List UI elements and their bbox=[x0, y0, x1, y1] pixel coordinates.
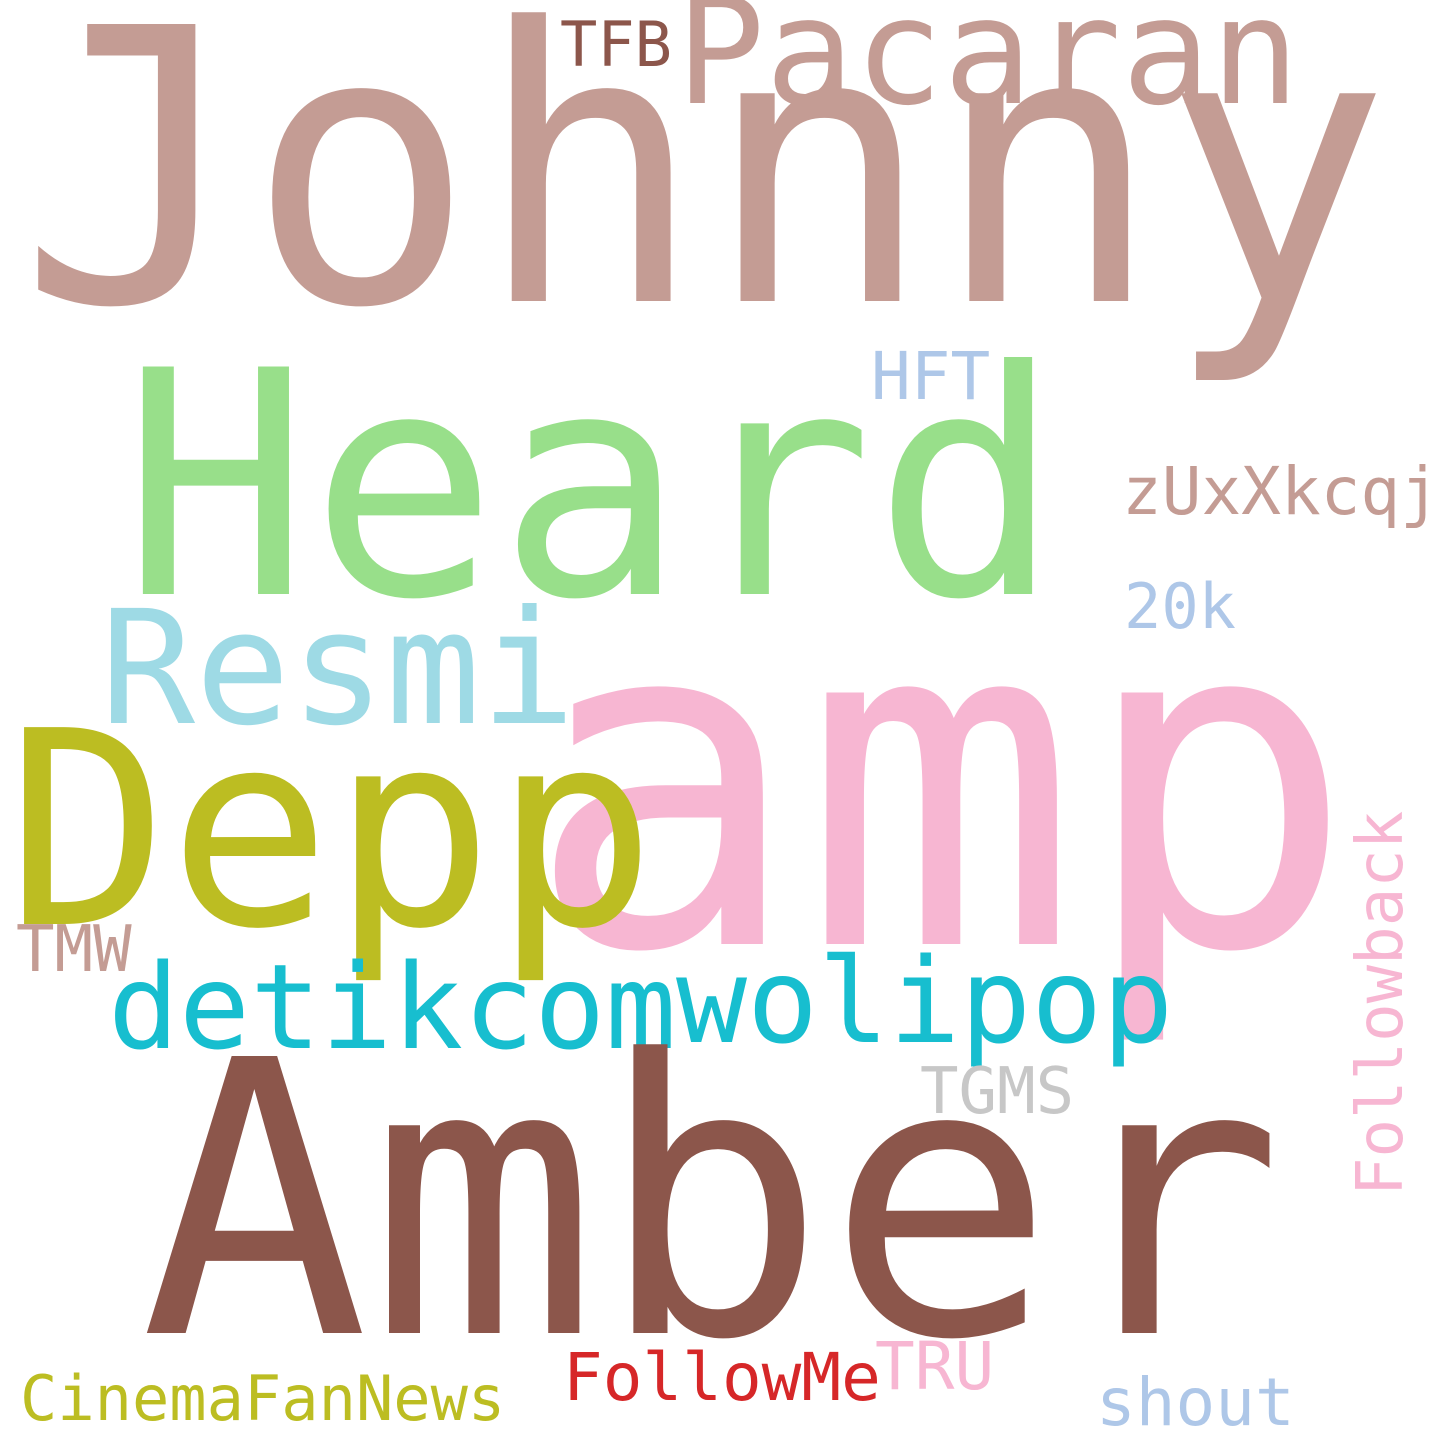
word-pacaran: Pacaran bbox=[676, 0, 1300, 138]
word-amber: Amber bbox=[140, 980, 1284, 1423]
word-johnny: Johnny bbox=[18, 0, 1391, 391]
word-tru: TRU bbox=[875, 1328, 995, 1405]
word-shout: shout bbox=[1096, 1364, 1295, 1440]
word-followback: Followback bbox=[1344, 810, 1418, 1196]
word-resmi: Resmi bbox=[100, 577, 576, 761]
word-zuxxkcqj: zUxXkcqj bbox=[1122, 453, 1440, 530]
word-tmw: TMW bbox=[16, 913, 132, 987]
word-followme: FollowMe bbox=[563, 1339, 881, 1416]
word-amp: amp bbox=[525, 518, 1356, 1053]
word-tfb: TFB bbox=[560, 8, 672, 81]
word-depp: Depp bbox=[6, 673, 657, 988]
word-wolipop: wolipop bbox=[676, 932, 1174, 1070]
word-cinemafannews: CinemaFanNews bbox=[20, 1362, 506, 1435]
word-20k: 20k bbox=[1124, 570, 1236, 643]
word-tgms: TGMS bbox=[920, 1055, 1075, 1129]
word-heard: Heard bbox=[122, 304, 1062, 668]
word-hft: HFT bbox=[871, 338, 991, 415]
word-detikcom: detikcom bbox=[108, 938, 677, 1076]
